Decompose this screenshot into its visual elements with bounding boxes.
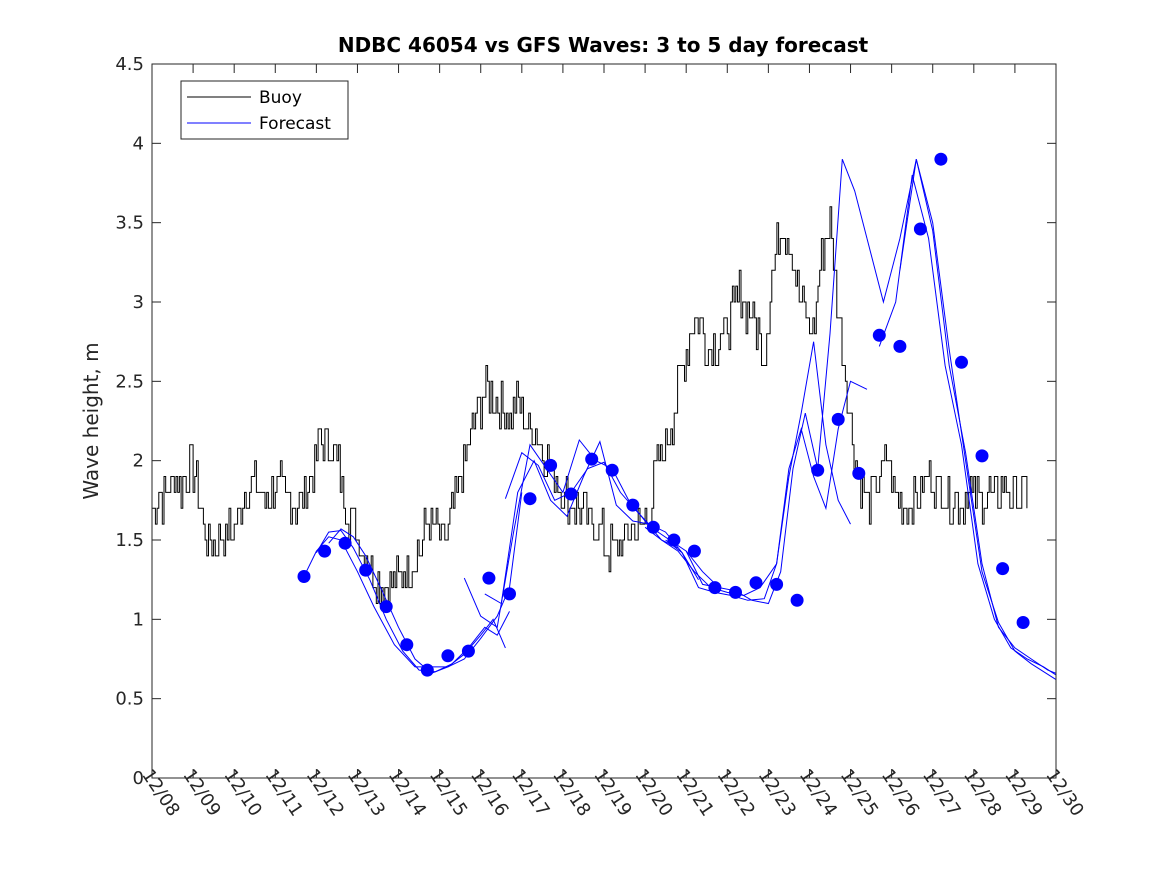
x-tick-label: 12/13 xyxy=(343,766,389,821)
forecast-point xyxy=(605,463,619,477)
y-tick-label: 4 xyxy=(133,133,144,154)
forecast-point xyxy=(934,152,948,166)
legend-buoy-label: Buoy xyxy=(259,88,302,108)
forecast-point xyxy=(872,328,886,342)
x-tick-label: 12/09 xyxy=(178,766,224,821)
x-tick-label: 12/25 xyxy=(836,766,882,821)
x-tick-label: 12/26 xyxy=(877,766,923,821)
forecast-point xyxy=(359,563,373,577)
x-tick-label: 12/28 xyxy=(959,766,1005,821)
forecast-point xyxy=(708,581,722,595)
forecast-point xyxy=(811,463,825,477)
y-tick-label: 0.5 xyxy=(115,689,144,710)
y-tick-label: 3.5 xyxy=(115,213,144,234)
forecast-point xyxy=(626,498,640,512)
forecast-point xyxy=(831,412,845,426)
x-tick-label: 12/08 xyxy=(137,766,183,821)
forecast-point xyxy=(1016,616,1030,629)
forecast-run-line-2 xyxy=(315,529,510,673)
forecast-run-line-6 xyxy=(504,451,720,588)
forecast-run-line-10 xyxy=(866,159,1057,681)
x-tick-label: 12/29 xyxy=(1000,766,1046,821)
x-tick-label: 12/10 xyxy=(220,766,266,821)
forecast-run-line-1 xyxy=(303,536,506,668)
x-axis: 12/0812/0912/1012/1112/1212/1312/1412/15… xyxy=(137,64,1088,821)
forecast-point xyxy=(852,466,866,480)
forecast-point xyxy=(770,577,784,591)
x-tick-label: 12/15 xyxy=(425,766,471,821)
forecast-point xyxy=(441,649,455,663)
x-tick-label: 12/16 xyxy=(466,766,512,821)
y-axis: 0 0.5 1 1.5 2 2.5 3 3.5 4 4.5 xyxy=(115,54,1056,789)
x-tick-label: 12/11 xyxy=(261,766,307,821)
forecast-point xyxy=(729,585,742,599)
forecast-point xyxy=(585,452,599,466)
x-tick-label: 12/22 xyxy=(713,766,759,821)
forecast-point xyxy=(893,339,907,353)
x-tick-label: 12/18 xyxy=(548,766,594,821)
x-tick-label: 12/20 xyxy=(630,766,676,821)
x-tick-label: 12/23 xyxy=(754,766,800,821)
x-tick-label: 12/30 xyxy=(1041,766,1087,821)
forecast-run-line-9 xyxy=(685,159,868,605)
forecast-point xyxy=(749,576,763,590)
forecast-point xyxy=(687,544,701,558)
x-tick-label: 12/24 xyxy=(795,766,841,821)
forecast-point xyxy=(646,520,660,534)
forecast-point xyxy=(975,449,989,463)
x-tick-label: 12/17 xyxy=(507,766,553,821)
forecast-point xyxy=(564,487,578,501)
legend-forecast-label: Forecast xyxy=(259,114,331,134)
x-tick-label: 12/27 xyxy=(918,766,964,821)
forecast-point xyxy=(318,544,332,558)
forecast-point xyxy=(420,663,434,677)
x-tick-label: 12/12 xyxy=(302,766,348,821)
chart-title: NDBC 46054 vs GFS Waves: 3 to 5 day fore… xyxy=(338,33,869,57)
forecast-point xyxy=(790,593,804,607)
legend-box xyxy=(180,80,349,140)
forecast-run-line-8 xyxy=(665,380,868,601)
legend: Buoy Forecast xyxy=(180,80,349,140)
y-tick-label: 1.5 xyxy=(115,530,144,551)
forecast-run-line-12 xyxy=(899,159,1057,674)
y-tick-label: 2 xyxy=(133,451,144,472)
forecast-point xyxy=(379,600,393,614)
forecast-point xyxy=(503,587,516,601)
forecast-point xyxy=(461,644,475,658)
y-tick-label: 4.5 xyxy=(115,54,144,75)
forecast-point xyxy=(544,458,558,472)
axes-box xyxy=(151,63,1057,779)
forecast-point xyxy=(297,570,311,583)
y-tick-label: 1 xyxy=(133,609,144,630)
forecast-run-line-11 xyxy=(878,174,1057,676)
x-tick-label: 12/19 xyxy=(589,766,635,821)
y-tick-label: 2.5 xyxy=(115,371,144,392)
x-tick-label: 12/14 xyxy=(384,766,430,821)
forecast-point xyxy=(955,355,968,369)
y-axis-label: Wave height, m xyxy=(79,342,103,499)
forecast-point xyxy=(996,562,1010,576)
y-tick-label: 3 xyxy=(133,292,144,313)
forecast-point xyxy=(338,536,352,550)
x-tick-label: 12/21 xyxy=(672,766,718,821)
forecast-point xyxy=(913,222,927,236)
y-tick-label: 0 xyxy=(133,768,144,789)
forecast-run-line-4 xyxy=(463,438,679,629)
forecast-point xyxy=(523,492,537,506)
buoy-series-line xyxy=(152,206,1028,604)
forecast-point xyxy=(667,533,681,547)
forecast-point xyxy=(482,571,496,585)
forecast-point xyxy=(400,638,414,652)
plot-area xyxy=(152,152,1057,681)
